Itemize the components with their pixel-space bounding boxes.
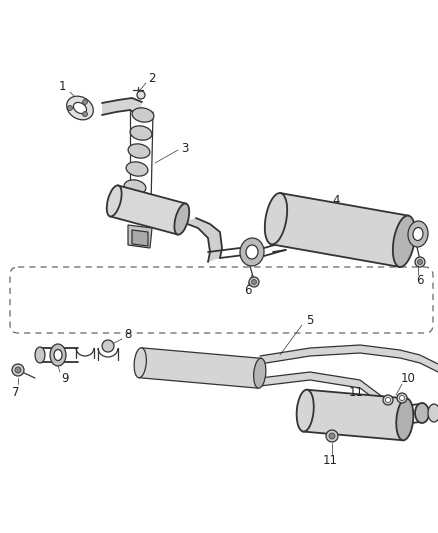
- Text: 7: 7: [12, 385, 20, 399]
- Polygon shape: [132, 230, 148, 246]
- Circle shape: [415, 257, 425, 267]
- Ellipse shape: [130, 126, 152, 140]
- Text: 3: 3: [181, 141, 189, 155]
- Ellipse shape: [408, 221, 428, 247]
- Polygon shape: [260, 372, 400, 413]
- Ellipse shape: [297, 390, 314, 432]
- Circle shape: [249, 277, 259, 287]
- Ellipse shape: [35, 347, 45, 363]
- Text: 6: 6: [244, 284, 252, 296]
- Polygon shape: [304, 390, 406, 440]
- Text: 11: 11: [322, 454, 338, 466]
- Ellipse shape: [134, 348, 146, 378]
- Polygon shape: [110, 185, 186, 235]
- Ellipse shape: [265, 193, 287, 245]
- Ellipse shape: [415, 403, 429, 423]
- Circle shape: [399, 395, 405, 400]
- Circle shape: [102, 340, 114, 352]
- Circle shape: [329, 433, 335, 439]
- Ellipse shape: [254, 358, 266, 388]
- Ellipse shape: [240, 238, 264, 266]
- Ellipse shape: [246, 245, 258, 259]
- Ellipse shape: [174, 204, 189, 235]
- Circle shape: [397, 393, 407, 403]
- Polygon shape: [260, 345, 438, 388]
- Ellipse shape: [413, 228, 423, 240]
- Ellipse shape: [128, 144, 150, 158]
- Text: 5: 5: [306, 313, 314, 327]
- Circle shape: [137, 91, 145, 99]
- Ellipse shape: [67, 96, 93, 120]
- Text: 6: 6: [416, 273, 424, 287]
- Ellipse shape: [396, 399, 413, 440]
- Circle shape: [251, 279, 257, 285]
- Circle shape: [82, 100, 88, 104]
- Polygon shape: [182, 218, 222, 262]
- Ellipse shape: [50, 344, 66, 366]
- Ellipse shape: [54, 350, 62, 360]
- Polygon shape: [102, 98, 142, 115]
- Text: 4: 4: [332, 193, 340, 206]
- Circle shape: [383, 395, 393, 405]
- Ellipse shape: [428, 404, 438, 422]
- Polygon shape: [128, 225, 152, 248]
- Text: 8: 8: [124, 327, 132, 341]
- Text: 9: 9: [61, 372, 69, 384]
- Ellipse shape: [107, 185, 122, 216]
- Circle shape: [15, 367, 21, 373]
- Ellipse shape: [124, 180, 146, 194]
- Ellipse shape: [393, 216, 415, 267]
- Text: 1: 1: [58, 80, 66, 93]
- Circle shape: [82, 111, 88, 117]
- Text: 2: 2: [148, 71, 156, 85]
- Polygon shape: [272, 193, 409, 267]
- Ellipse shape: [74, 102, 87, 114]
- Text: 11: 11: [349, 386, 364, 400]
- Ellipse shape: [126, 162, 148, 176]
- Polygon shape: [139, 348, 261, 388]
- Ellipse shape: [132, 108, 154, 122]
- Circle shape: [385, 398, 391, 402]
- Circle shape: [67, 106, 73, 110]
- Text: 10: 10: [401, 372, 415, 384]
- Circle shape: [12, 364, 24, 376]
- Circle shape: [326, 430, 338, 442]
- Circle shape: [417, 260, 423, 264]
